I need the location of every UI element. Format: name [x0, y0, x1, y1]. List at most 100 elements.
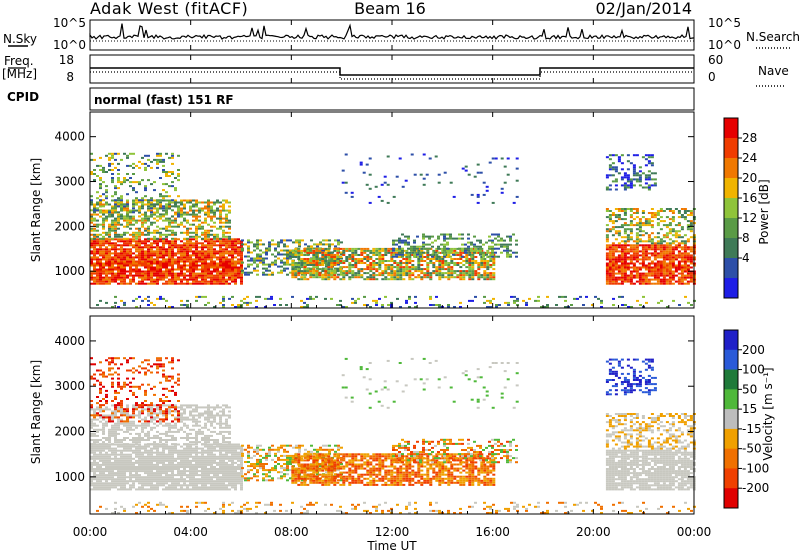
power-cell	[204, 280, 207, 283]
power-cell	[641, 240, 645, 243]
power-cell	[614, 248, 618, 251]
power-cell	[491, 255, 494, 258]
velocity-cell	[126, 447, 129, 450]
power-cell	[489, 251, 493, 254]
power-cell	[330, 254, 334, 256]
power-cell	[623, 246, 627, 249]
power-cell	[387, 264, 391, 266]
power-cell	[453, 272, 457, 275]
velocity-cell	[162, 476, 165, 479]
velocity-cell	[105, 463, 108, 466]
power-cell	[429, 278, 433, 281]
power-cell	[274, 243, 277, 246]
power-cell	[219, 250, 222, 253]
power-cell	[497, 255, 500, 258]
power-cell	[90, 260, 93, 263]
power-cell	[108, 266, 111, 269]
power-cell	[476, 245, 479, 248]
power-cell	[375, 301, 378, 304]
power-cell	[614, 170, 618, 173]
power-cell	[168, 248, 171, 251]
power-cell	[674, 248, 678, 251]
power-cell	[165, 252, 168, 255]
power-cell	[195, 250, 198, 253]
power-cell	[438, 306, 441, 308]
power-cell	[677, 254, 681, 257]
power-cell	[171, 282, 174, 285]
power-cell	[228, 211, 231, 214]
power-cell	[647, 236, 651, 239]
power-cell	[123, 256, 126, 259]
velocity-cell	[153, 445, 156, 448]
power-cell	[138, 260, 141, 263]
power-cell	[259, 243, 262, 246]
power-cell	[189, 256, 192, 259]
power-cell	[611, 242, 615, 245]
power-cell	[186, 201, 189, 204]
velocity-cell	[156, 484, 159, 487]
power-cell	[90, 242, 93, 245]
power-cell	[351, 247, 355, 250]
power-cell	[641, 212, 645, 214]
power-cell	[309, 249, 313, 252]
power-cell	[309, 272, 313, 275]
power-cell	[365, 163, 369, 166]
velocity-cell	[135, 476, 138, 479]
power-cell	[680, 214, 684, 216]
power-cell	[605, 174, 609, 177]
power-cell	[378, 247, 382, 250]
power-cell	[483, 278, 487, 281]
power-cell	[135, 242, 138, 245]
power-cell	[623, 176, 627, 179]
power-cell	[162, 248, 165, 251]
power-cell	[153, 282, 156, 285]
power-cell	[147, 219, 150, 222]
power-cell	[623, 264, 627, 267]
power-cell	[126, 260, 129, 263]
power-cell	[503, 239, 506, 242]
power-cell	[348, 247, 352, 250]
power-cell	[617, 278, 621, 281]
power-cell	[357, 247, 361, 250]
power-cell	[114, 223, 117, 226]
velocity-cell	[153, 457, 156, 460]
velocity-cell	[129, 484, 132, 487]
power-cell	[225, 242, 228, 245]
power-cell	[144, 276, 147, 279]
power-cell	[605, 258, 609, 261]
power-cell	[165, 152, 168, 155]
power-cell	[132, 211, 135, 214]
power-cell	[405, 251, 409, 254]
power-cell	[277, 251, 280, 254]
velocity-cell	[111, 484, 114, 487]
power-cell	[689, 222, 693, 225]
power-cell	[327, 278, 331, 281]
power-cell	[411, 266, 415, 269]
power-cell	[369, 306, 372, 308]
velocity-cell	[141, 457, 144, 460]
power-cell	[384, 260, 388, 262]
power-cell	[414, 276, 418, 279]
power-cell	[629, 222, 633, 225]
power-cell	[515, 251, 518, 254]
power-cell	[351, 301, 354, 304]
power-cell	[123, 268, 126, 271]
power-cell	[390, 301, 393, 304]
power-cell	[129, 264, 132, 267]
power-cell	[135, 203, 138, 206]
power-cell	[183, 203, 186, 206]
power-cell	[189, 244, 192, 247]
power-cell	[228, 264, 231, 267]
power-cell	[632, 252, 636, 255]
velocity-cell	[159, 484, 162, 487]
power-cell	[96, 250, 99, 253]
power-cell	[328, 239, 331, 242]
velocity-cell	[144, 478, 147, 481]
power-cell	[662, 260, 666, 263]
power-cell	[240, 254, 243, 257]
power-cell	[405, 264, 409, 266]
power-cell	[213, 276, 216, 279]
velocity-cell	[171, 476, 174, 479]
power-cell	[671, 220, 675, 223]
power-cell	[489, 306, 492, 308]
